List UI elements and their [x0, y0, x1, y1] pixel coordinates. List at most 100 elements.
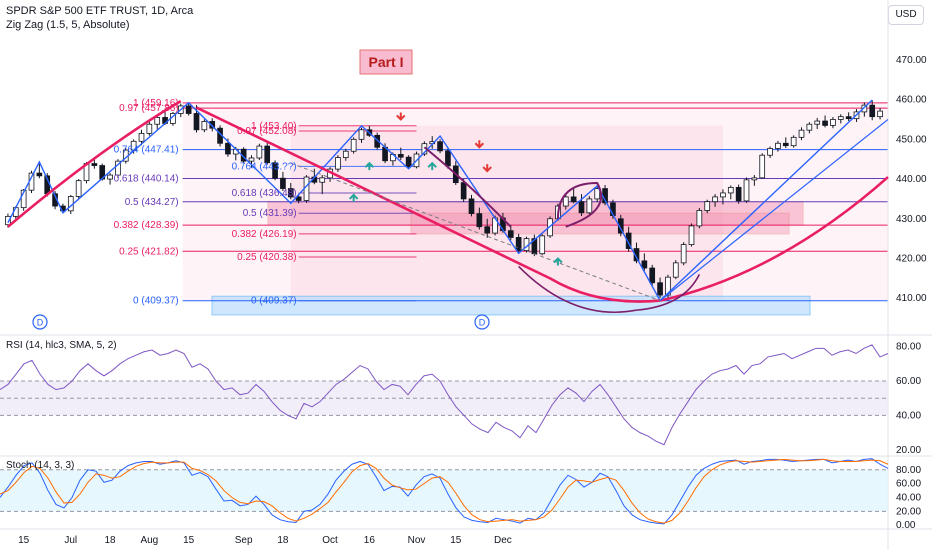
- time-tick-label: Aug: [140, 535, 158, 546]
- rsi-pane: RSI (14, hlc3, SMA, 5, 2) 20.00 40.00 60.00…: [0, 340, 921, 456]
- candle-body: [272, 162, 278, 179]
- fib-level-label: 0 (409.37): [133, 296, 179, 307]
- candle: [775, 140, 781, 152]
- candle-body: [209, 121, 216, 129]
- candle-body: [814, 120, 821, 125]
- stoch-k-line: [0, 458, 889, 525]
- fib2-level-label: 0.97 (452.08): [237, 126, 297, 137]
- symbol-title: SPDR S&P 500 ETF TRUST, 1D, Arca: [6, 5, 194, 17]
- candle-body: [146, 123, 153, 134]
- candle-body: [319, 177, 326, 183]
- candle: [476, 207, 483, 230]
- candle-body: [20, 189, 27, 209]
- time-tick-label: Nov: [408, 535, 426, 546]
- candle-body: [397, 154, 404, 158]
- candle-body: [256, 145, 263, 159]
- candle-body: [350, 138, 357, 152]
- time-tick-label: Sep: [235, 535, 253, 546]
- time-tick-label: 15: [450, 535, 462, 546]
- candle: [358, 127, 365, 143]
- candle: [617, 214, 624, 237]
- candle: [272, 160, 278, 181]
- candle-body: [743, 179, 750, 202]
- candle-body: [688, 225, 695, 245]
- candle: [727, 185, 734, 200]
- fib2-level-label: 0.25 (420.38): [237, 252, 297, 263]
- stoch-pane: Stoch (14, 3, 3) 0.00 20.00 40.00 60.00 80.00: [0, 458, 921, 531]
- candle-body: [539, 235, 546, 255]
- candle: [814, 117, 821, 129]
- candle: [594, 185, 601, 203]
- candle: [570, 188, 577, 204]
- candle: [743, 177, 750, 203]
- candle-body: [649, 267, 656, 284]
- candle-body: [735, 186, 742, 202]
- candle: [837, 114, 844, 124]
- candle-body: [507, 230, 514, 238]
- candle: [633, 242, 640, 264]
- candle-body: [625, 232, 632, 249]
- indicator-label: Zig Zag (1.5, 5, Absolute): [6, 19, 130, 31]
- zigzag-path: [7, 99, 873, 302]
- candle-body: [5, 215, 11, 226]
- stoch-tick-label: 20.00: [896, 506, 921, 517]
- candle-body: [562, 196, 569, 207]
- candle: [751, 175, 758, 186]
- time-tick-label: Dec: [494, 535, 512, 546]
- time-tick-label: Jul: [64, 535, 77, 546]
- candle: [649, 264, 656, 286]
- candle: [586, 196, 593, 215]
- candle: [303, 175, 310, 203]
- candle: [861, 102, 868, 117]
- candle-body: [468, 198, 475, 215]
- candle: [209, 118, 216, 132]
- fib2-level-label: 0.618 (436.48): [232, 188, 297, 199]
- rsi-tick-label: 80.00: [896, 342, 921, 353]
- candle: [641, 253, 648, 271]
- fib2-level-label: 1 (453.40): [251, 121, 297, 132]
- candle-body: [185, 105, 192, 114]
- candle-body: [75, 180, 82, 197]
- candle-body: [712, 196, 718, 203]
- candle: [107, 173, 113, 185]
- candle-body: [798, 129, 805, 138]
- candle: [201, 119, 208, 133]
- price-tick-label: 470.00: [896, 55, 927, 66]
- fib-level-label: 0.97 (457.86): [119, 103, 179, 114]
- zone-rect: [410, 212, 790, 235]
- dividend-letter: D: [37, 318, 44, 328]
- time-tick-label: Oct: [322, 535, 338, 546]
- candle-body: [594, 188, 601, 200]
- candle-body: [751, 177, 758, 181]
- trend-line-up: [659, 176, 889, 302]
- candle-body: [704, 201, 711, 211]
- candle: [287, 183, 294, 200]
- candle: [767, 146, 773, 158]
- candle: [657, 277, 663, 298]
- fib-level-label: 1 (459.16): [133, 98, 179, 109]
- candle: [798, 127, 805, 141]
- candle: [342, 148, 349, 161]
- stoch-tick-label: 0.00: [896, 520, 916, 531]
- fib-level-label: 0.382 (428.39): [114, 220, 179, 231]
- price-tick-label: 430.00: [896, 214, 927, 225]
- candle-body: [877, 110, 883, 118]
- candle-body: [515, 237, 522, 251]
- candle-body: [36, 172, 43, 177]
- dividend-circle: [474, 314, 490, 330]
- candle: [869, 99, 876, 121]
- trend-line-blue: [659, 118, 889, 302]
- candle: [264, 141, 271, 165]
- candle: [672, 260, 679, 280]
- price-tick-label: 420.00: [896, 253, 927, 264]
- candle: [256, 143, 263, 160]
- annotation-drawings: [7, 100, 889, 314]
- candle-body: [280, 177, 286, 189]
- dividend-letter: D: [479, 318, 486, 328]
- fib2-level-label: 0.764 (443.??): [232, 161, 297, 172]
- overlay-labels: 1 (459.16)0.97 (457.86) 0.764 (447.41) 0.6…: [32, 49, 490, 330]
- candle: [720, 189, 726, 205]
- candle: [712, 194, 718, 207]
- price-tick-label: 410.00: [896, 293, 927, 304]
